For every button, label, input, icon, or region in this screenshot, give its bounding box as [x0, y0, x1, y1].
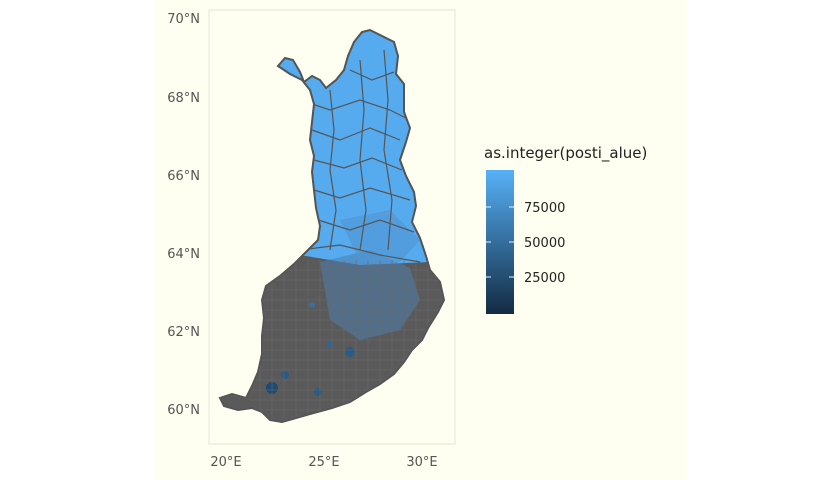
legend-label-75000: 75000 [524, 201, 565, 216]
y-tick-70: 70°N [167, 12, 200, 27]
y-tick-62: 62°N [167, 325, 200, 340]
map-panel-border [208, 9, 456, 445]
legend-label-25000: 25000 [524, 271, 565, 286]
y-tick-68: 68°N [167, 91, 200, 106]
y-tick-60: 60°N [167, 403, 200, 418]
legend-ticks [486, 206, 514, 278]
x-tick-30: 30°E [406, 455, 437, 470]
y-tick-66: 66°N [167, 169, 200, 184]
legend-label-50000: 50000 [524, 236, 565, 251]
x-tick-20: 20°E [210, 455, 241, 470]
x-tick-25: 25°E [308, 455, 339, 470]
y-tick-64: 64°N [167, 247, 200, 262]
legend-title: as.integer(posti_alue) [484, 144, 647, 163]
region-boundaries [299, 49, 421, 263]
